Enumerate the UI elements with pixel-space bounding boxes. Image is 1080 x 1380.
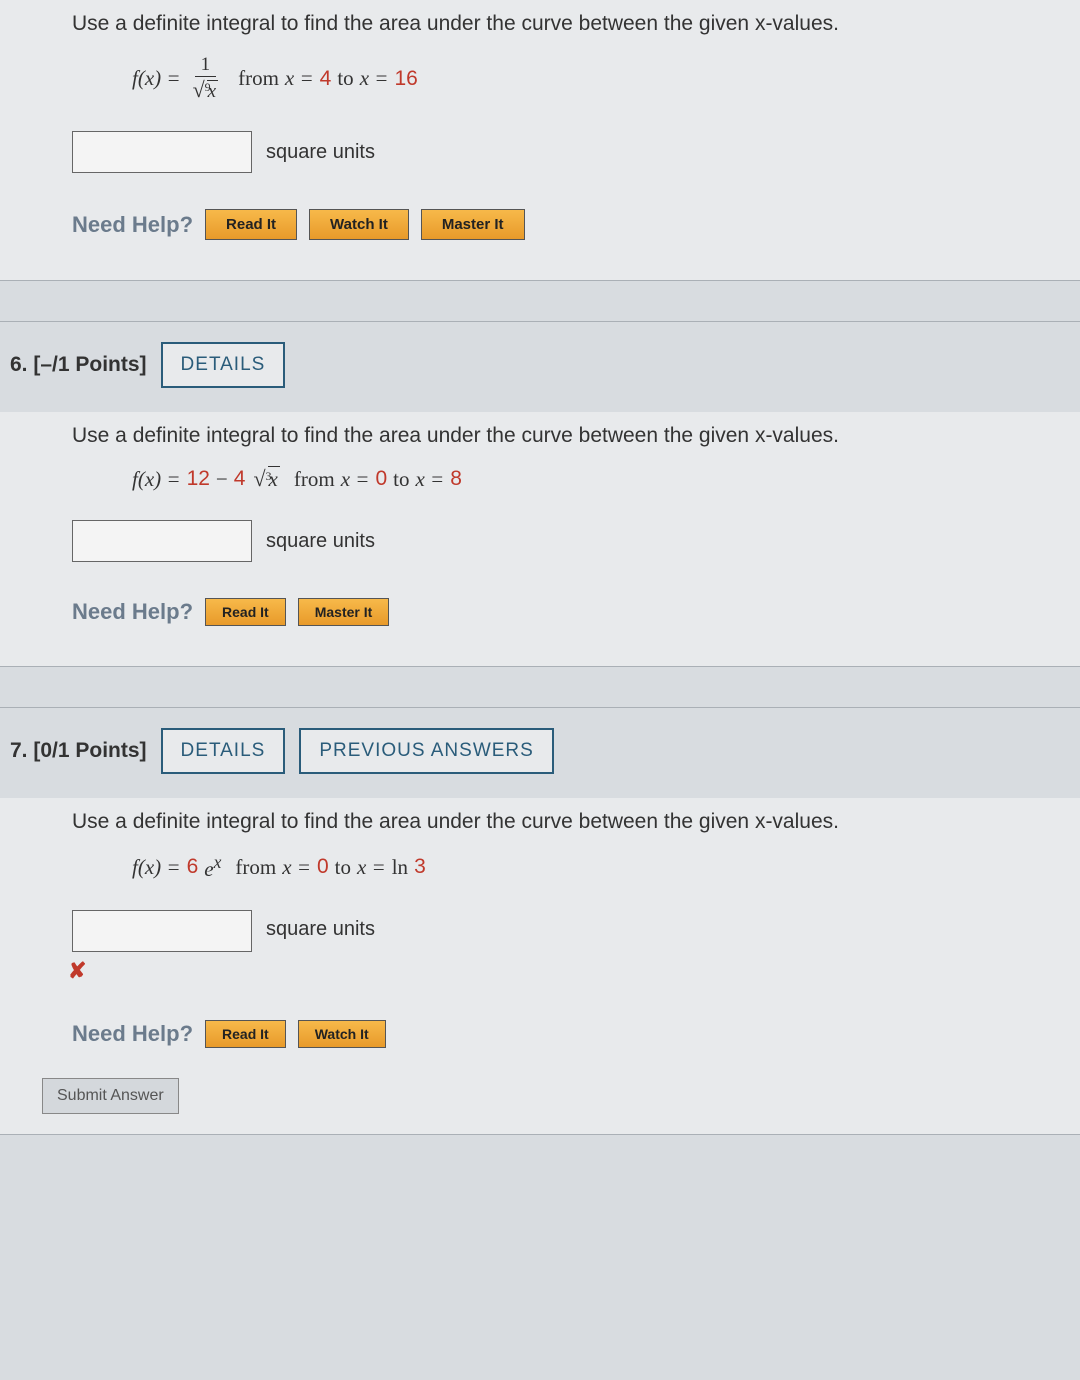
- upper-bound: 16: [394, 67, 417, 91]
- x-eq2: x =: [415, 467, 444, 492]
- lower-bound: 0: [317, 855, 329, 879]
- x-eq: x =: [282, 855, 311, 880]
- help-row: Need Help? Read It Watch It Master It: [72, 209, 1056, 240]
- answer-row: square units: [72, 131, 1056, 173]
- question7-content: Use a definite integral to find the area…: [12, 810, 1080, 1048]
- need-help-label: Need Help?: [72, 212, 193, 238]
- answer-input[interactable]: [72, 910, 252, 952]
- master-it-button[interactable]: Master It: [298, 598, 390, 626]
- help-row: Need Help? Read It Master It: [72, 598, 1056, 626]
- x-eq: x =: [285, 66, 314, 91]
- root-arg: x: [207, 80, 218, 102]
- fx-label: f(x) =: [132, 66, 181, 91]
- upper-bound: 3: [414, 855, 426, 879]
- watch-it-button[interactable]: Watch It: [309, 209, 409, 240]
- const-12: 12: [187, 467, 210, 491]
- answer-col: ✘: [72, 910, 252, 984]
- read-it-button[interactable]: Read It: [205, 1020, 286, 1048]
- help-row: Need Help? Read It Watch It: [72, 1020, 1056, 1048]
- units-label: square units: [266, 530, 375, 553]
- const-6: 6: [187, 855, 199, 879]
- question7-block: Use a definite integral to find the area…: [0, 798, 1080, 1135]
- answer-input[interactable]: [72, 131, 252, 173]
- q6-num: 6.: [10, 353, 28, 376]
- x-eq: x =: [341, 467, 370, 492]
- from-label: from: [294, 467, 335, 492]
- question7-number: 7. [0/1 Points]: [10, 739, 147, 763]
- const-4: 4: [234, 467, 246, 491]
- x-eq2: x =: [357, 855, 386, 880]
- fx-label: f(x) =: [132, 467, 181, 492]
- question6-block: Use a definite integral to find the area…: [0, 412, 1080, 667]
- q7-num: 7.: [10, 739, 28, 762]
- units-label: square units: [266, 918, 375, 941]
- lower-bound: 0: [375, 467, 387, 491]
- details-button[interactable]: DETAILS: [161, 342, 286, 388]
- cube-root: 3x: [251, 466, 279, 492]
- read-it-button[interactable]: Read It: [205, 598, 286, 626]
- master-it-button[interactable]: Master It: [421, 209, 525, 240]
- question6-formula: f(x) = 12 − 4 3x from x = 0 to x = 8: [72, 466, 1056, 492]
- question7-prompt: Use a definite integral to find the area…: [72, 810, 1056, 834]
- x-eq2: x =: [360, 66, 389, 91]
- question5-content: Use a definite integral to find the area…: [12, 12, 1080, 240]
- question7-header: 7. [0/1 Points] DETAILS PREVIOUS ANSWERS: [0, 707, 1080, 798]
- units-label: square units: [266, 141, 375, 164]
- fraction-denominator: 9x: [187, 77, 225, 103]
- question5-block: Use a definite integral to find the area…: [0, 0, 1080, 281]
- q6-points: [–/1 Points]: [33, 353, 146, 376]
- question5-formula: f(x) = 1 9x from x = 4 to x = 16: [72, 54, 1056, 103]
- watch-it-button[interactable]: Watch It: [298, 1020, 386, 1048]
- question6-prompt: Use a definite integral to find the area…: [72, 424, 1056, 448]
- q7-points: [0/1 Points]: [33, 739, 146, 762]
- fraction-numerator: 1: [195, 54, 217, 77]
- submit-answer-button[interactable]: Submit Answer: [42, 1078, 179, 1114]
- e: e: [204, 857, 213, 881]
- exp-x: x: [214, 852, 222, 872]
- from-label: from: [235, 855, 276, 880]
- question5-prompt: Use a definite integral to find the area…: [72, 12, 1056, 36]
- to-label: to: [335, 855, 351, 880]
- answer-row: square units: [72, 520, 1056, 562]
- answer-row: ✘ square units: [72, 910, 1056, 984]
- question6-content: Use a definite integral to find the area…: [12, 424, 1080, 626]
- previous-answers-button[interactable]: PREVIOUS ANSWERS: [299, 728, 554, 774]
- fraction: 1 9x: [187, 54, 225, 103]
- e-base: ex: [204, 852, 221, 882]
- from-label: from: [238, 66, 279, 91]
- ln: ln: [392, 855, 408, 880]
- question6-number: 6. [–/1 Points]: [10, 353, 147, 377]
- to-label: to: [393, 467, 409, 492]
- fx-label: f(x) =: [132, 855, 181, 880]
- read-it-button[interactable]: Read It: [205, 209, 297, 240]
- need-help-label: Need Help?: [72, 599, 193, 625]
- details-button[interactable]: DETAILS: [161, 728, 286, 774]
- wrong-icon: ✘: [68, 958, 86, 984]
- root-arg: x: [268, 466, 280, 491]
- minus: −: [216, 467, 228, 492]
- lower-bound: 4: [320, 67, 332, 91]
- question7-formula: f(x) = 6 ex from x = 0 to x = ln 3: [72, 852, 1056, 882]
- answer-input[interactable]: [72, 520, 252, 562]
- need-help-label: Need Help?: [72, 1021, 193, 1047]
- upper-bound: 8: [450, 467, 462, 491]
- to-label: to: [337, 66, 353, 91]
- question6-header: 6. [–/1 Points] DETAILS: [0, 321, 1080, 412]
